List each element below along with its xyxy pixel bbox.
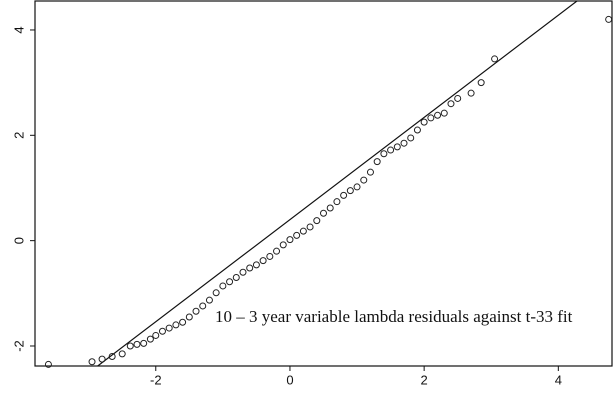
x-tick-label: 4 (555, 372, 562, 387)
point (118, 350, 126, 358)
point (98, 355, 106, 363)
point (212, 289, 220, 297)
point (252, 261, 260, 269)
point (447, 100, 455, 108)
reference-line (96, 1, 578, 366)
point (360, 176, 368, 184)
point (226, 278, 234, 286)
point (373, 158, 381, 166)
point (273, 247, 281, 255)
point (353, 183, 361, 191)
point (152, 331, 160, 339)
point (205, 296, 213, 304)
point (333, 198, 341, 206)
point (146, 335, 154, 343)
point (185, 313, 193, 321)
point (491, 55, 499, 63)
point (366, 168, 374, 176)
y-tick-label: 4 (11, 26, 26, 33)
point (179, 318, 187, 326)
point (165, 324, 173, 332)
point (293, 231, 301, 239)
point (434, 111, 442, 119)
point (286, 236, 294, 244)
point (440, 109, 448, 117)
annotation: 10 – 3 year variable lambda residuals ag… (215, 307, 573, 326)
point (387, 146, 395, 154)
point (192, 307, 200, 315)
point (326, 204, 334, 212)
x-tick-label: 2 (421, 372, 428, 387)
point (266, 252, 274, 260)
point (158, 327, 166, 335)
point (219, 282, 227, 290)
y-tick-label: 0 (11, 237, 26, 244)
point (427, 114, 435, 122)
point (320, 209, 327, 217)
point (393, 143, 401, 151)
point (313, 217, 321, 225)
point (467, 89, 475, 97)
point (420, 118, 428, 126)
point (259, 257, 267, 265)
point (299, 227, 307, 235)
point (199, 302, 207, 310)
x-tick-label: 0 (286, 372, 293, 387)
point (605, 15, 613, 23)
y-tick-label: 2 (11, 132, 26, 139)
plot-frame (34, 0, 613, 367)
point (380, 150, 388, 158)
point (306, 223, 314, 231)
y-tick-label: -2 (11, 340, 26, 352)
point (172, 321, 180, 329)
point (340, 191, 348, 199)
point (88, 358, 96, 366)
point (400, 139, 408, 147)
point (477, 79, 485, 87)
point (279, 241, 287, 249)
point (413, 126, 421, 134)
point (246, 264, 254, 272)
x-tick-label: -2 (150, 372, 162, 387)
point (407, 134, 415, 142)
point (232, 274, 240, 282)
point (126, 342, 134, 350)
point (44, 360, 52, 368)
point (140, 339, 148, 347)
point (133, 340, 141, 348)
point (239, 268, 247, 276)
point (108, 353, 116, 361)
point (346, 187, 354, 195)
point (454, 94, 462, 102)
